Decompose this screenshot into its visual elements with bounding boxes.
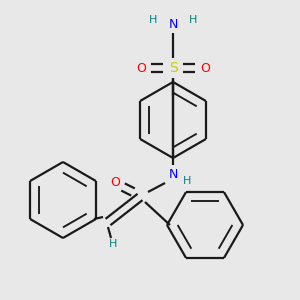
Text: O: O xyxy=(136,61,146,74)
Text: H: H xyxy=(109,239,117,249)
Text: N: N xyxy=(168,19,178,32)
Text: N: N xyxy=(168,169,178,182)
Text: H: H xyxy=(189,15,197,25)
Text: S: S xyxy=(169,61,177,75)
Text: H: H xyxy=(183,176,191,186)
Text: H: H xyxy=(149,15,157,25)
Text: O: O xyxy=(110,176,120,188)
Text: O: O xyxy=(200,61,210,74)
